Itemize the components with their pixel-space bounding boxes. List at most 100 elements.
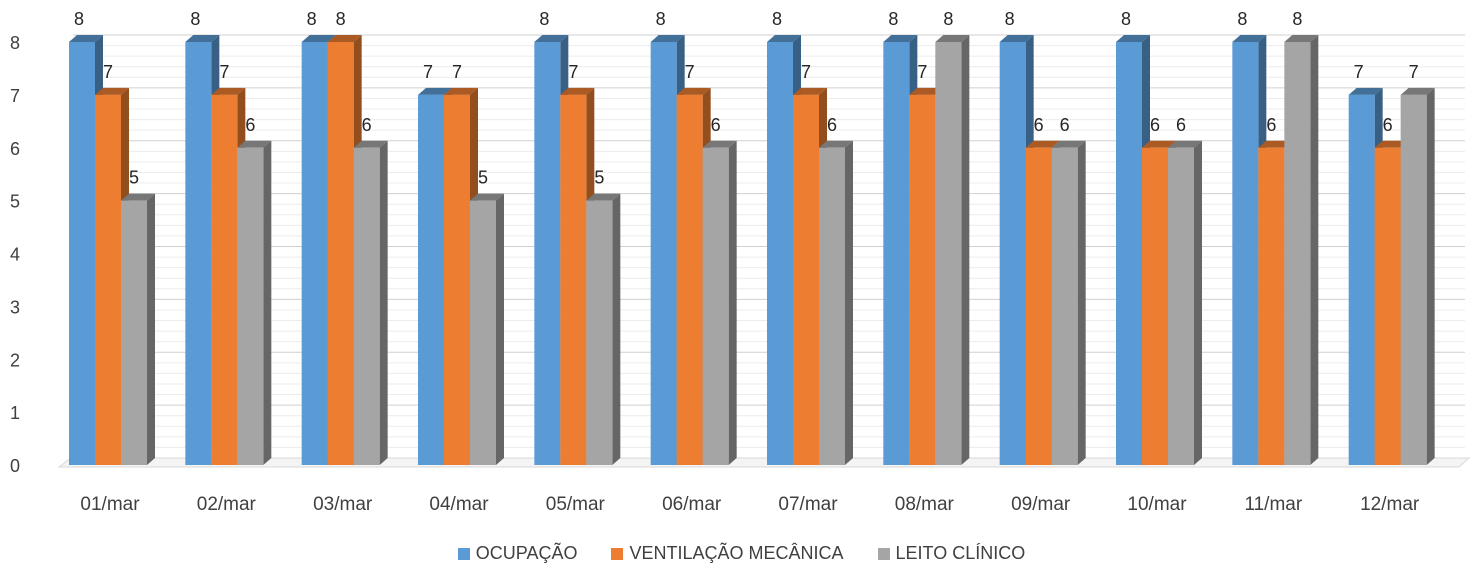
data-label: 6 [827,115,837,135]
x-tick-label: 08/mar [895,494,955,515]
bar [650,42,677,465]
bar-top-face [702,140,737,148]
bar-top-face [470,193,504,201]
bar-top-face [999,35,1034,42]
data-label: 8 [1237,9,1247,29]
bar [185,42,212,465]
bar [793,94,819,465]
bar-side-face [961,35,970,465]
bar [327,42,354,465]
bar-top-face [301,35,336,42]
bar-top-face [69,35,103,42]
data-label: 8 [307,9,317,29]
y-tick-label: 5 [10,192,20,212]
legend-item-leito: LEITO CLÍNICO [877,543,1025,564]
bar-top-face [1116,35,1150,42]
bar [237,147,264,465]
data-label: 6 [1034,115,1044,135]
bar [1374,147,1401,465]
bar [1142,147,1168,465]
x-tick-label: 10/mar [1127,494,1187,515]
data-label: 5 [478,168,488,188]
y-tick-label: 0 [10,456,20,476]
bar-side-face [496,193,504,465]
data-label: 8 [772,9,782,29]
bar [1400,94,1427,465]
bar [69,42,95,465]
data-label: 8 [1121,9,1131,29]
bar-top-face [237,140,272,148]
legend-label-ocupacao: OCUPAÇÃO [475,543,578,563]
bar [353,147,380,465]
bar [560,94,587,465]
bar [1348,94,1375,465]
x-tick-label: 06/mar [662,494,722,515]
data-label: 6 [1060,115,1070,135]
bar-top-face [1284,35,1319,42]
bar [211,94,238,465]
y-tick-label: 2 [10,350,20,370]
y-tick-label: 6 [10,139,20,159]
bar-top-face [1258,140,1293,148]
bar-top-face [883,35,918,42]
bar [676,94,703,465]
x-tick-label: 03/mar [313,494,373,515]
bar-top-face [1051,140,1086,148]
data-label: 7 [219,62,229,82]
y-tick-label: 1 [10,403,20,423]
bar-top-face [676,87,711,95]
legend-item-ocupacao: OCUPAÇÃO [457,543,578,564]
bar-top-face [95,87,129,95]
data-label: 6 [711,115,721,135]
data-label: 6 [1176,115,1186,135]
bar [1284,42,1311,465]
data-label: 8 [943,9,953,29]
data-label: 7 [801,62,811,82]
bar-top-face [121,193,155,201]
bar-top-face [185,35,220,42]
bar [767,42,793,465]
data-label: 8 [74,9,84,29]
bar-top-face [534,35,569,42]
x-tick-label: 09/mar [1011,494,1071,515]
data-label: 8 [190,9,200,29]
bar-top-face [1232,35,1267,42]
bar [1258,147,1285,465]
legend-swatch-leito [877,547,890,560]
x-tick-label: 11/mar [1244,494,1302,515]
data-label: 6 [1266,115,1276,135]
bar [95,94,121,465]
data-label: 8 [336,9,346,29]
bar [534,42,561,465]
x-tick-label: 02/mar [197,494,257,515]
bar-top-face [650,35,685,42]
bar-side-face [263,140,272,465]
data-label: 7 [917,62,927,82]
bar-side-face [1426,87,1435,465]
bar [999,42,1026,465]
bar-top-face [909,87,944,95]
legend-item-ventilacao: VENTILAÇÃO MECÂNICA [611,543,844,564]
x-tick-label: 12/mar [1360,494,1420,515]
data-label: 8 [539,9,549,29]
bar-side-face [1077,140,1086,465]
bar-top-face [418,87,452,95]
data-label: 7 [452,62,462,82]
bar-top-face [211,87,246,95]
bar [1116,42,1142,465]
bar-top-face [1142,140,1176,148]
data-label: 8 [1005,9,1015,29]
data-label: 7 [103,62,113,82]
legend: OCUPAÇÃO VENTILAÇÃO MECÂNICA LEITO CLÍNI… [0,543,1483,564]
bar-top-face [935,35,970,42]
bar-top-face [1168,140,1202,148]
bar [444,94,470,465]
bar-top-face [586,193,621,201]
bar-side-face [1194,140,1202,465]
bar-side-face [147,193,155,465]
bar [1025,147,1052,465]
bar-top-face [1400,87,1435,95]
data-label: 8 [656,9,666,29]
